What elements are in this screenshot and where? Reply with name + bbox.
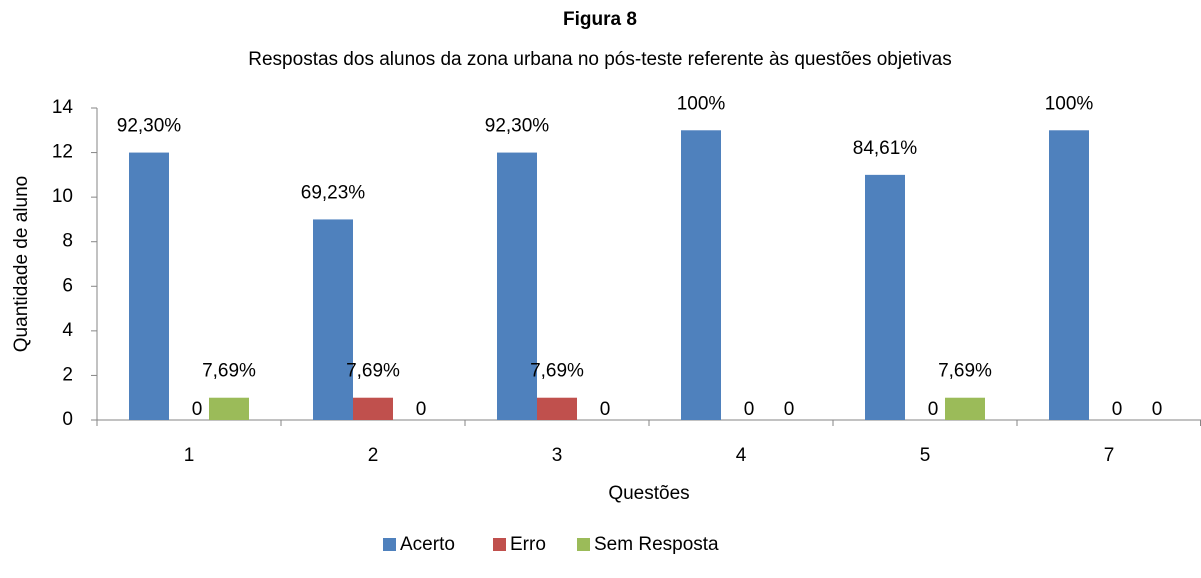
data-label: 84,61% [853, 138, 918, 159]
legend-swatch [493, 538, 506, 551]
bar [497, 152, 537, 421]
data-label: 100% [677, 93, 726, 114]
legend-label: Sem Resposta [594, 534, 719, 555]
data-label: 7,69% [346, 361, 400, 382]
bar [313, 219, 353, 420]
y-tick-label: 14 [52, 97, 74, 118]
data-label: 0 [192, 399, 203, 420]
y-tick-label: 4 [62, 320, 73, 341]
data-label: 92,30% [485, 116, 550, 137]
bar [353, 397, 393, 420]
chart-title: Figura 8 [563, 9, 637, 30]
y-tick-label: 0 [62, 409, 73, 430]
data-label: 7,69% [202, 361, 256, 382]
bar [209, 397, 249, 420]
bar [945, 397, 985, 420]
y-tick-label: 10 [52, 186, 73, 207]
y-tick-label: 8 [62, 231, 73, 252]
data-label: 0 [744, 399, 755, 420]
x-tick-label: 4 [736, 445, 747, 466]
x-tick-label: 5 [920, 445, 931, 466]
bar [681, 130, 721, 421]
y-tick-label: 2 [62, 364, 73, 385]
legend-swatch [383, 538, 396, 551]
data-label: 100% [1045, 93, 1094, 114]
data-label: 0 [1112, 399, 1123, 420]
x-tick-label: 2 [368, 445, 379, 466]
x-tick-label: 7 [1104, 445, 1115, 466]
x-axis-label: Questões [608, 483, 689, 504]
data-label: 0 [1152, 399, 1163, 420]
bar [537, 397, 577, 420]
data-label: 0 [416, 399, 427, 420]
legend-label: Erro [510, 534, 546, 555]
x-tick-label: 3 [552, 445, 563, 466]
chart-subtitle: Respostas dos alunos da zona urbana no p… [248, 49, 951, 70]
data-label: 7,69% [938, 361, 992, 382]
data-label: 92,30% [117, 116, 182, 137]
data-label: 69,23% [301, 182, 366, 203]
bar [865, 174, 905, 420]
y-tick-label: 6 [62, 275, 73, 296]
x-tick-label: 1 [184, 445, 195, 466]
data-label: 7,69% [530, 361, 584, 382]
bar [1049, 130, 1089, 421]
data-label: 0 [600, 399, 611, 420]
legend-swatch [577, 538, 590, 551]
y-axis-label: Quantidade de aluno [11, 176, 32, 352]
legend-label: Acerto [400, 534, 455, 555]
y-tick-label: 12 [52, 142, 73, 163]
data-label: 0 [784, 399, 795, 420]
data-label: 0 [928, 399, 939, 420]
bar [129, 152, 169, 421]
